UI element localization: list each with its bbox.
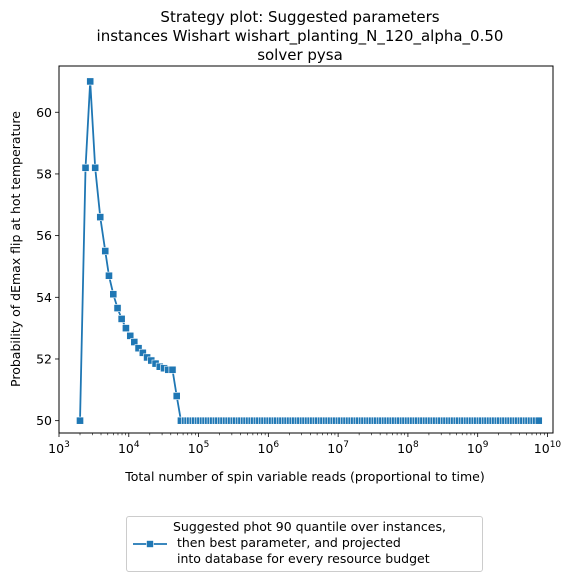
legend-label: Suggested phot 90 quantile over instance… — [173, 519, 446, 566]
data-point — [91, 163, 100, 172]
data-point — [126, 331, 135, 340]
data-point — [134, 344, 143, 353]
data-point — [86, 77, 95, 86]
data-point — [105, 271, 113, 280]
chart-title-line: instances Wishart wishart_planting_N_120… — [96, 27, 504, 45]
x-tick-label: 107 — [327, 440, 349, 456]
series-line — [79, 81, 539, 422]
data-point — [76, 416, 84, 425]
legend-line-marker — [133, 540, 167, 548]
series-layer — [76, 77, 543, 425]
y-tick-label: 52 — [36, 351, 52, 366]
y-tick-label: 56 — [36, 228, 52, 243]
y-tick-label: 54 — [36, 290, 52, 305]
y-tick-label: 60 — [36, 105, 52, 120]
data-point — [168, 365, 177, 374]
chart-title-line: Strategy plot: Suggested parameters — [160, 8, 440, 26]
x-axis-ticks: 103 104 105 106 107 108 109 1010 — [48, 433, 561, 456]
data-point — [81, 163, 90, 172]
y-tick-label: 50 — [36, 413, 52, 428]
x-axis-label: Total number of spin variable reads (pro… — [124, 469, 485, 484]
y-axis-label: Probability of dEmax flip at hot tempera… — [8, 111, 23, 387]
data-point — [172, 392, 181, 400]
data-point — [138, 348, 147, 357]
x-tick-label: 109 — [467, 440, 489, 456]
chart-title: Strategy plot: Suggested parameters inst… — [0, 8, 566, 65]
y-axis-ticks: 50 52 54 56 58 60 — [36, 105, 59, 428]
x-tick-label: 108 — [397, 440, 419, 456]
x-tick-label: 104 — [118, 440, 140, 456]
plot-frame — [58, 65, 554, 434]
data-point — [122, 324, 130, 333]
data-point — [113, 304, 122, 312]
x-tick-label: 103 — [48, 440, 70, 456]
x-tick-label: 105 — [188, 440, 210, 456]
data-point — [534, 416, 543, 425]
data-point — [117, 314, 126, 323]
x-tick-label: 1010 — [534, 440, 562, 456]
legend: Suggested phot 90 quantile over instance… — [126, 516, 483, 572]
data-point — [109, 290, 118, 299]
data-point — [101, 247, 110, 255]
y-tick-label: 58 — [36, 166, 52, 181]
data-point — [130, 338, 139, 346]
chart-title-line: solver pysa — [257, 46, 343, 64]
data-point — [96, 213, 105, 222]
x-tick-label: 106 — [258, 440, 280, 456]
